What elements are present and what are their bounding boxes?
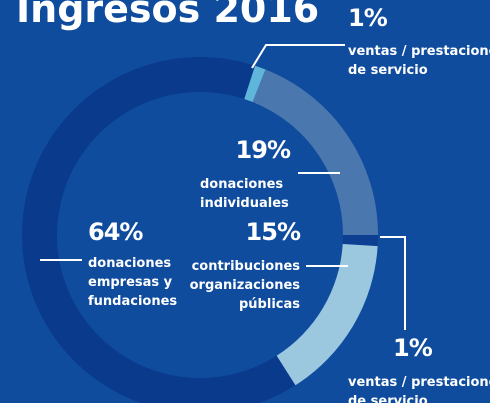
value-label: 1% — [348, 4, 388, 32]
category-label: públicas — [239, 297, 300, 312]
category-label: ventas / prestaciones — [348, 375, 490, 390]
value-label: 1% — [393, 334, 433, 362]
category-label: donaciones — [88, 256, 171, 271]
category-label: organizaciones — [190, 278, 301, 293]
leader-line — [380, 236, 406, 330]
category-label: individuales — [200, 196, 289, 211]
value-label: 15% — [246, 218, 301, 246]
value-label: 64% — [88, 218, 143, 246]
category-label: donaciones — [200, 177, 283, 192]
value-label: 19% — [236, 136, 291, 164]
donut-segment — [252, 69, 378, 235]
donut-segment — [22, 57, 296, 403]
category-label: empresas y — [88, 275, 173, 290]
category-label: fundaciones — [88, 294, 177, 309]
category-label: ventas / prestaciones — [348, 44, 490, 59]
donut-segment — [342, 235, 378, 247]
donut-segment — [276, 243, 378, 386]
category-label: contribuciones — [192, 259, 301, 274]
donut — [22, 57, 378, 403]
category-label: de servicio — [348, 63, 428, 78]
leader-line — [251, 44, 345, 69]
donut-segment — [244, 65, 266, 103]
chart-title: Ingresos 2016 — [16, 0, 319, 31]
category-label: de servicio — [348, 394, 428, 403]
